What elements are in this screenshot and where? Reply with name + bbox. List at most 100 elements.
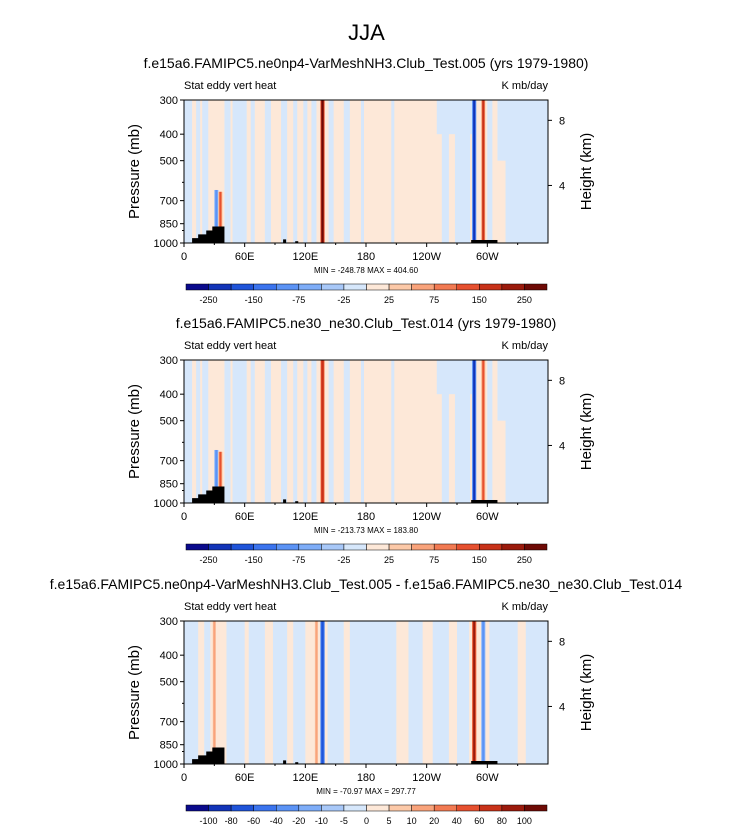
chart-panel-3: f.e15a6.FAMIPC5.ne0np4-VarMeshNH3.Club_T… <box>50 576 683 825</box>
colorbar-label: 150 <box>472 555 487 565</box>
colorbar-box <box>524 283 548 291</box>
field-band <box>328 360 334 503</box>
colorbar-box <box>185 543 209 551</box>
field-band <box>497 100 548 161</box>
field-band <box>489 621 518 764</box>
colorbar-box <box>276 804 300 812</box>
field-band <box>226 621 245 764</box>
x-tick-label: 60E <box>235 511 255 523</box>
land-mask <box>295 762 299 764</box>
feature-3 <box>321 360 324 503</box>
field-label: Stat eddy vert heat <box>184 601 276 613</box>
field-band <box>311 360 317 503</box>
feature-1 <box>215 189 218 243</box>
y2-tick-label: 8 <box>559 375 565 387</box>
colorbar-label: 40 <box>452 816 462 825</box>
field-band <box>224 360 231 503</box>
x-tick-label: 60W <box>476 251 499 263</box>
field-band <box>250 100 255 243</box>
colorbar-box <box>208 543 232 551</box>
y-tick-label: 850 <box>160 219 178 231</box>
page-title: JJA <box>348 20 385 45</box>
y-tick-label: 700 <box>160 456 178 468</box>
colorbar-box <box>501 283 525 291</box>
colorbar-box <box>433 283 457 291</box>
colorbar-box <box>456 804 480 812</box>
colorbar-box <box>411 283 435 291</box>
x-tick-label: 180 <box>357 511 375 523</box>
land-mask <box>471 499 498 503</box>
y2-axis-title: Height (km) <box>578 133 595 211</box>
y-tick-label: 500 <box>160 677 178 689</box>
field-band <box>328 100 334 243</box>
field-band <box>436 360 473 395</box>
y-tick-label: 1000 <box>154 238 178 250</box>
colorbar-box <box>388 804 412 812</box>
colorbar-label: -25 <box>337 555 350 565</box>
colorbar-label: 75 <box>429 295 439 305</box>
colorbar-box <box>230 543 254 551</box>
units-label: K mb/day <box>502 340 549 352</box>
land-mask <box>192 486 225 503</box>
field-band <box>487 100 493 243</box>
feature-4 <box>473 621 476 764</box>
colorbar-label: -250 <box>200 295 218 305</box>
y-axis-title: Pressure (mb) <box>126 645 143 740</box>
field-band <box>360 100 364 243</box>
field-band <box>264 100 271 243</box>
colorbar-box <box>253 283 277 291</box>
units-label: K mb/day <box>502 80 549 92</box>
colorbar-box <box>411 804 435 812</box>
field-band <box>303 360 308 503</box>
field-band <box>232 360 247 503</box>
land-mask <box>295 501 299 503</box>
field-band <box>264 360 271 503</box>
y-tick-label: 500 <box>160 156 178 168</box>
field-band <box>281 100 288 243</box>
chart-panel-2: f.e15a6.FAMIPC5.ne30_ne30.Club_Test.014 … <box>126 315 595 565</box>
colorbar-label: 150 <box>472 295 487 305</box>
y-tick-label: 400 <box>160 129 178 141</box>
field <box>184 621 548 764</box>
x-tick-label: 120E <box>292 772 318 784</box>
field-band <box>457 621 470 764</box>
land-mask <box>471 760 498 764</box>
field-band <box>202 100 209 243</box>
colorbar-box <box>276 283 300 291</box>
x-tick-label: 120W <box>412 251 441 263</box>
panel-title: f.e15a6.FAMIPC5.ne0np4-VarMeshNH3.Club_T… <box>50 576 683 592</box>
colorbar-box <box>230 804 254 812</box>
field-band <box>436 100 473 135</box>
field-band <box>497 360 548 421</box>
field-band <box>349 621 397 764</box>
colorbar-box <box>411 543 435 551</box>
feature-1 <box>213 621 216 764</box>
stats-text: MIN = -248.78 MAX = 404.60 <box>314 266 419 275</box>
colorbar-box <box>276 543 300 551</box>
feature-5 <box>482 100 485 243</box>
y-axis-title: Pressure (mb) <box>126 384 143 479</box>
feature-5 <box>482 360 485 503</box>
units-label: K mb/day <box>502 601 549 613</box>
y-tick-label: 850 <box>160 740 178 752</box>
x-tick-label: 180 <box>357 251 375 263</box>
x-tick-label: 120W <box>412 772 441 784</box>
colorbar-label: -150 <box>245 295 263 305</box>
field-band <box>408 621 423 764</box>
field-band <box>184 360 193 503</box>
colorbar-label: -25 <box>337 295 350 305</box>
field-band <box>184 100 193 243</box>
colorbar-label: 60 <box>474 816 484 825</box>
land-mask <box>295 241 299 243</box>
colorbar-box <box>343 804 367 812</box>
feature-5 <box>482 621 485 764</box>
y2-tick-label: 4 <box>559 440 565 452</box>
colorbar-box <box>298 283 322 291</box>
land-mask <box>192 226 225 243</box>
colorbar-label: 250 <box>517 295 532 305</box>
colorbar-label: 5 <box>387 816 392 825</box>
chart-panel-1: f.e15a6.FAMIPC5.ne0np4-VarMeshNH3.Club_T… <box>126 55 595 305</box>
field-band <box>327 621 344 764</box>
field-band <box>303 100 308 243</box>
colorbar-label: -5 <box>340 816 348 825</box>
